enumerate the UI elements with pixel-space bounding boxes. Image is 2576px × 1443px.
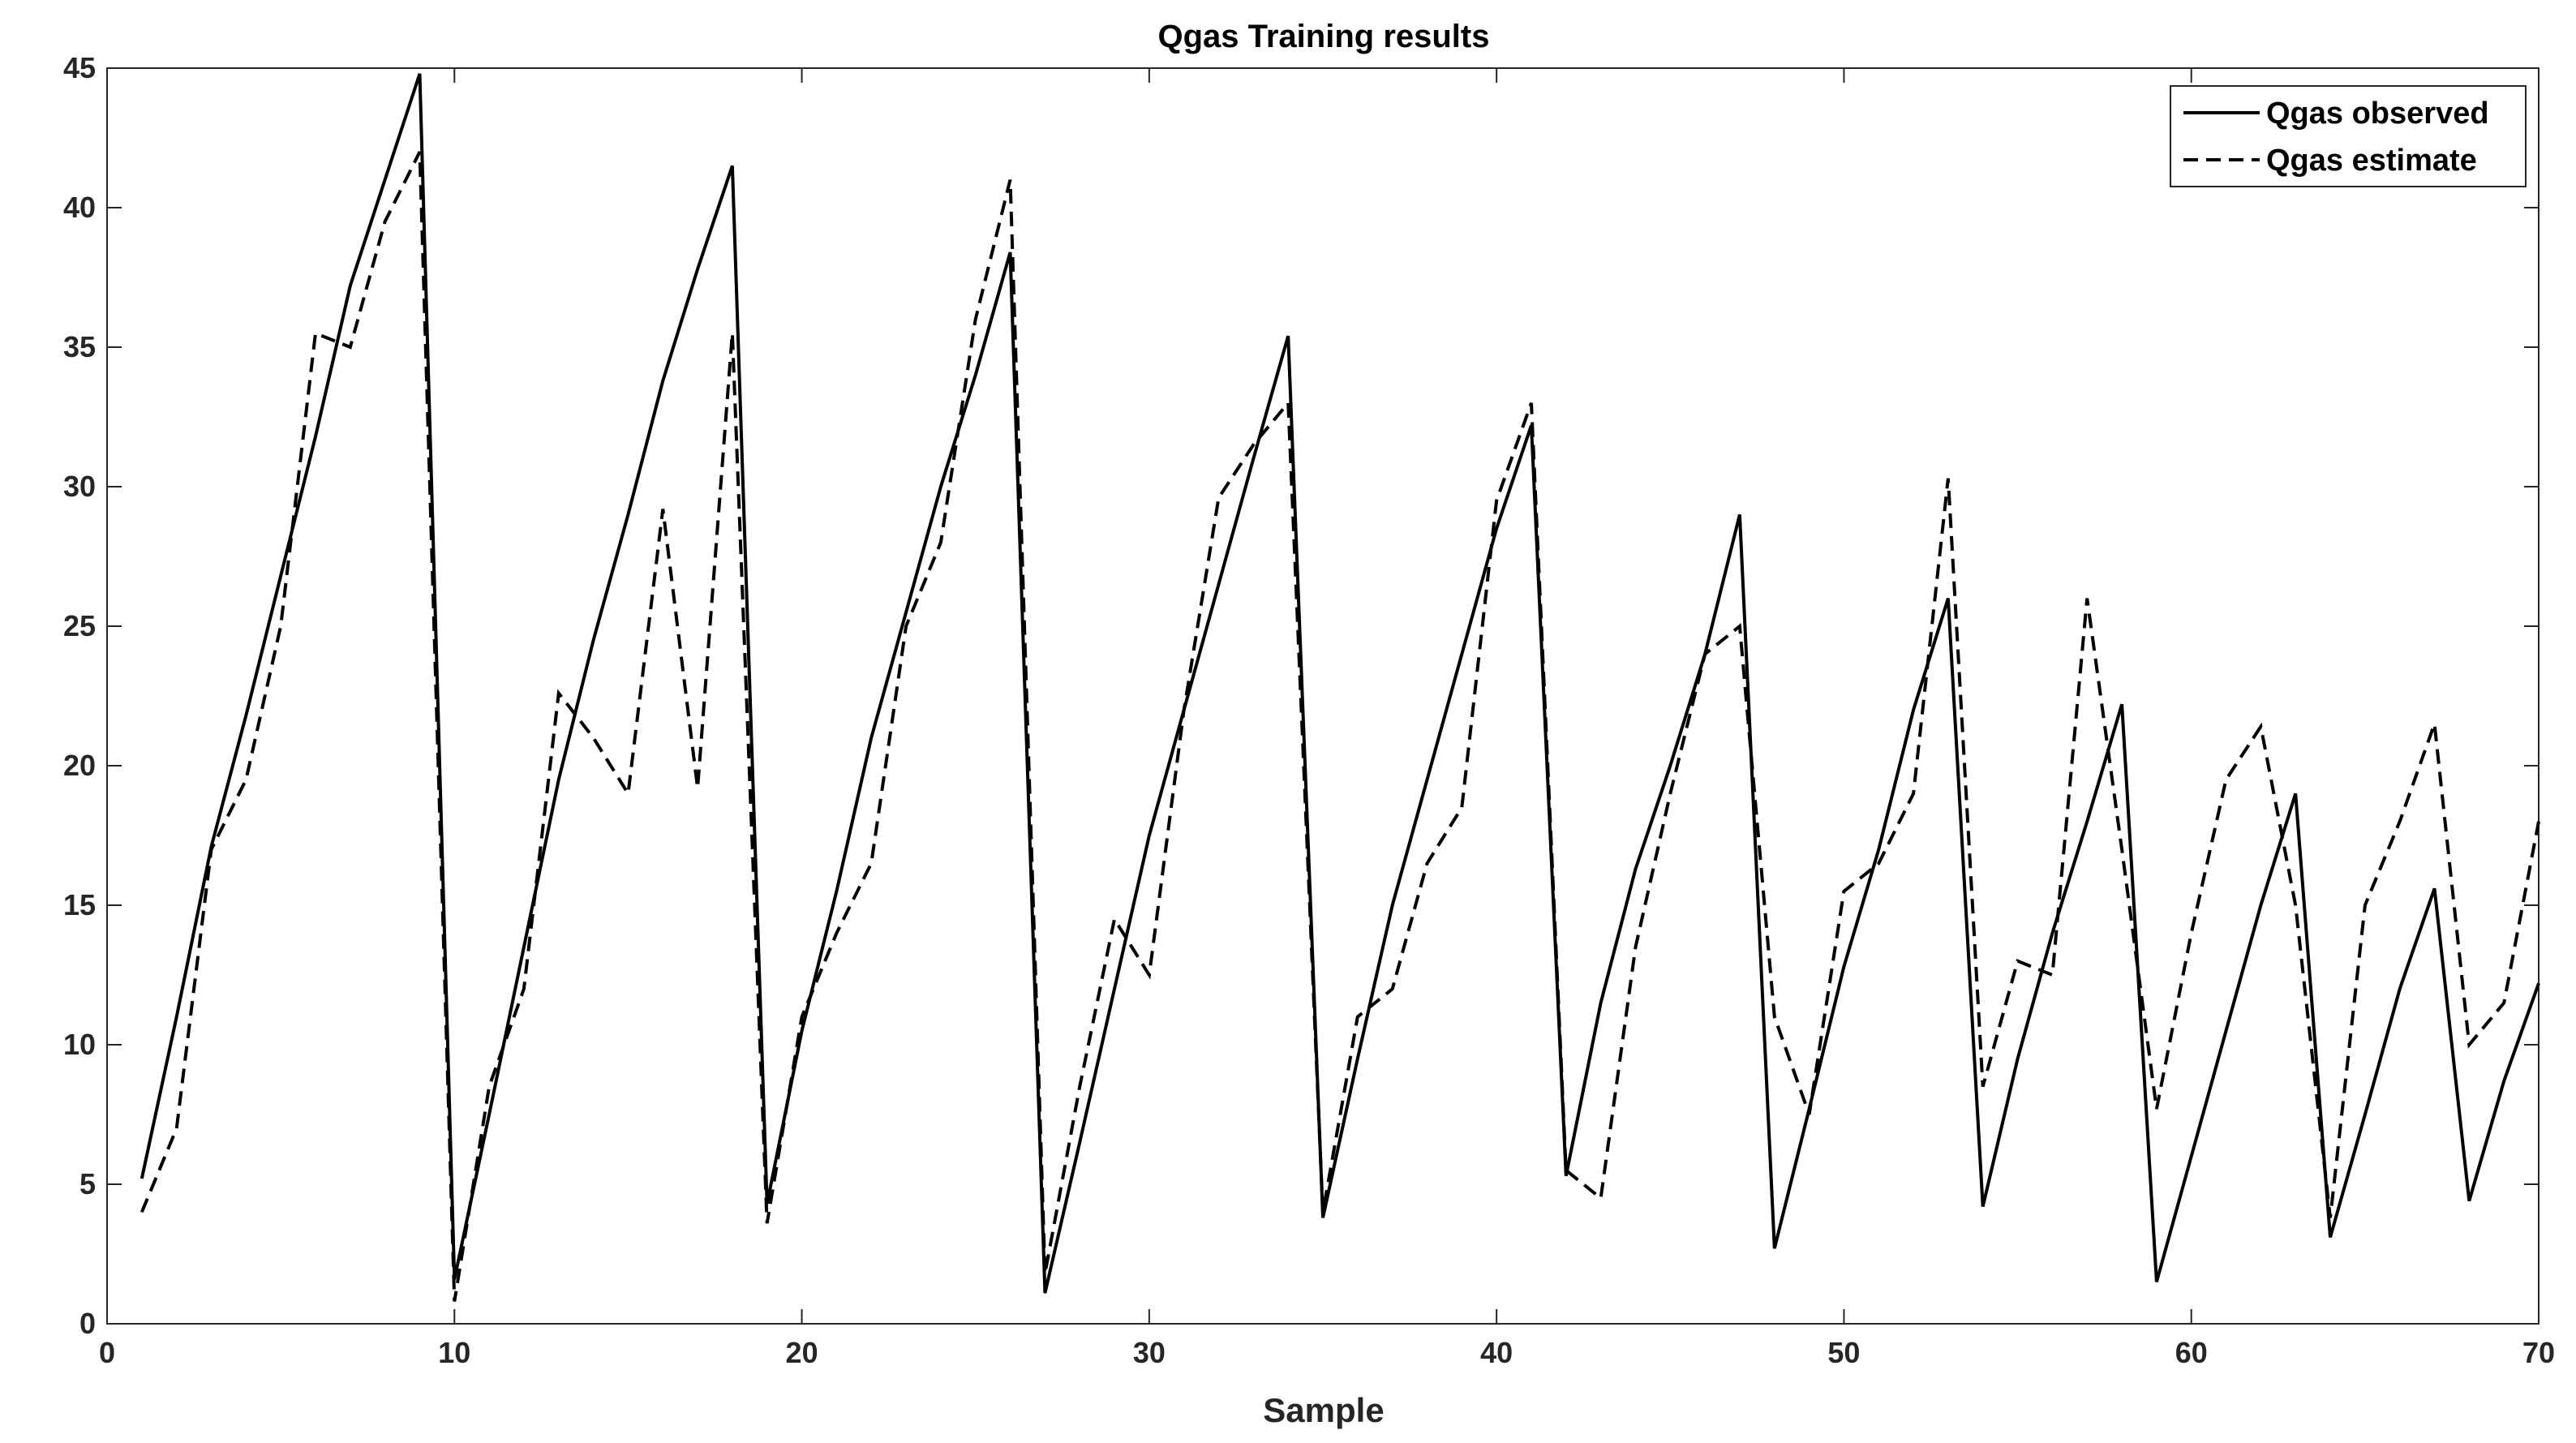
y-tick-label-5: 5 (79, 1167, 96, 1200)
legend: Qgas observed Qgas estimate (2170, 85, 2527, 187)
legend-label-estimate: Qgas estimate (2266, 144, 2477, 178)
legend-label-observed: Qgas observed (2266, 97, 2489, 131)
x-tick-label-20: 20 (786, 1336, 818, 1369)
chart-title: Qgas Training results (1157, 19, 1489, 54)
x-tick-label-70: 70 (2522, 1336, 2555, 1369)
y-tick-label-20: 20 (63, 749, 96, 782)
series-line-qgas-observed (140, 73, 2540, 1294)
x-tick-label-40: 40 (1480, 1336, 1513, 1369)
y-tick-label-25: 25 (63, 609, 96, 642)
y-tick-label-30: 30 (63, 470, 96, 503)
y-tick-label-0: 0 (79, 1307, 96, 1340)
axes: 0 10 20 30 40 50 60 70 0 5 10 15 20 25 30 35 40 45 (63, 51, 2555, 1369)
series-line-qgas-estimate (140, 151, 2540, 1302)
y-tick-label-35: 35 (63, 330, 96, 363)
y-tick-label-40: 40 (63, 191, 96, 224)
legend-box (2170, 85, 2527, 187)
x-axis-label: Sample (1263, 1391, 1384, 1429)
y-tick-label-10: 10 (63, 1028, 96, 1061)
y-tick-label-45: 45 (63, 51, 96, 84)
plot-area-frame (106, 67, 2540, 1325)
x-tick-label-50: 50 (1827, 1336, 1860, 1369)
x-tick-label-10: 10 (438, 1336, 470, 1369)
x-tick-label-60: 60 (2175, 1336, 2208, 1369)
y-tick-label-15: 15 (63, 888, 96, 921)
x-tick-label-0: 0 (99, 1336, 115, 1369)
x-tick-label-30: 30 (1133, 1336, 1166, 1369)
series-layer (140, 73, 2540, 1302)
